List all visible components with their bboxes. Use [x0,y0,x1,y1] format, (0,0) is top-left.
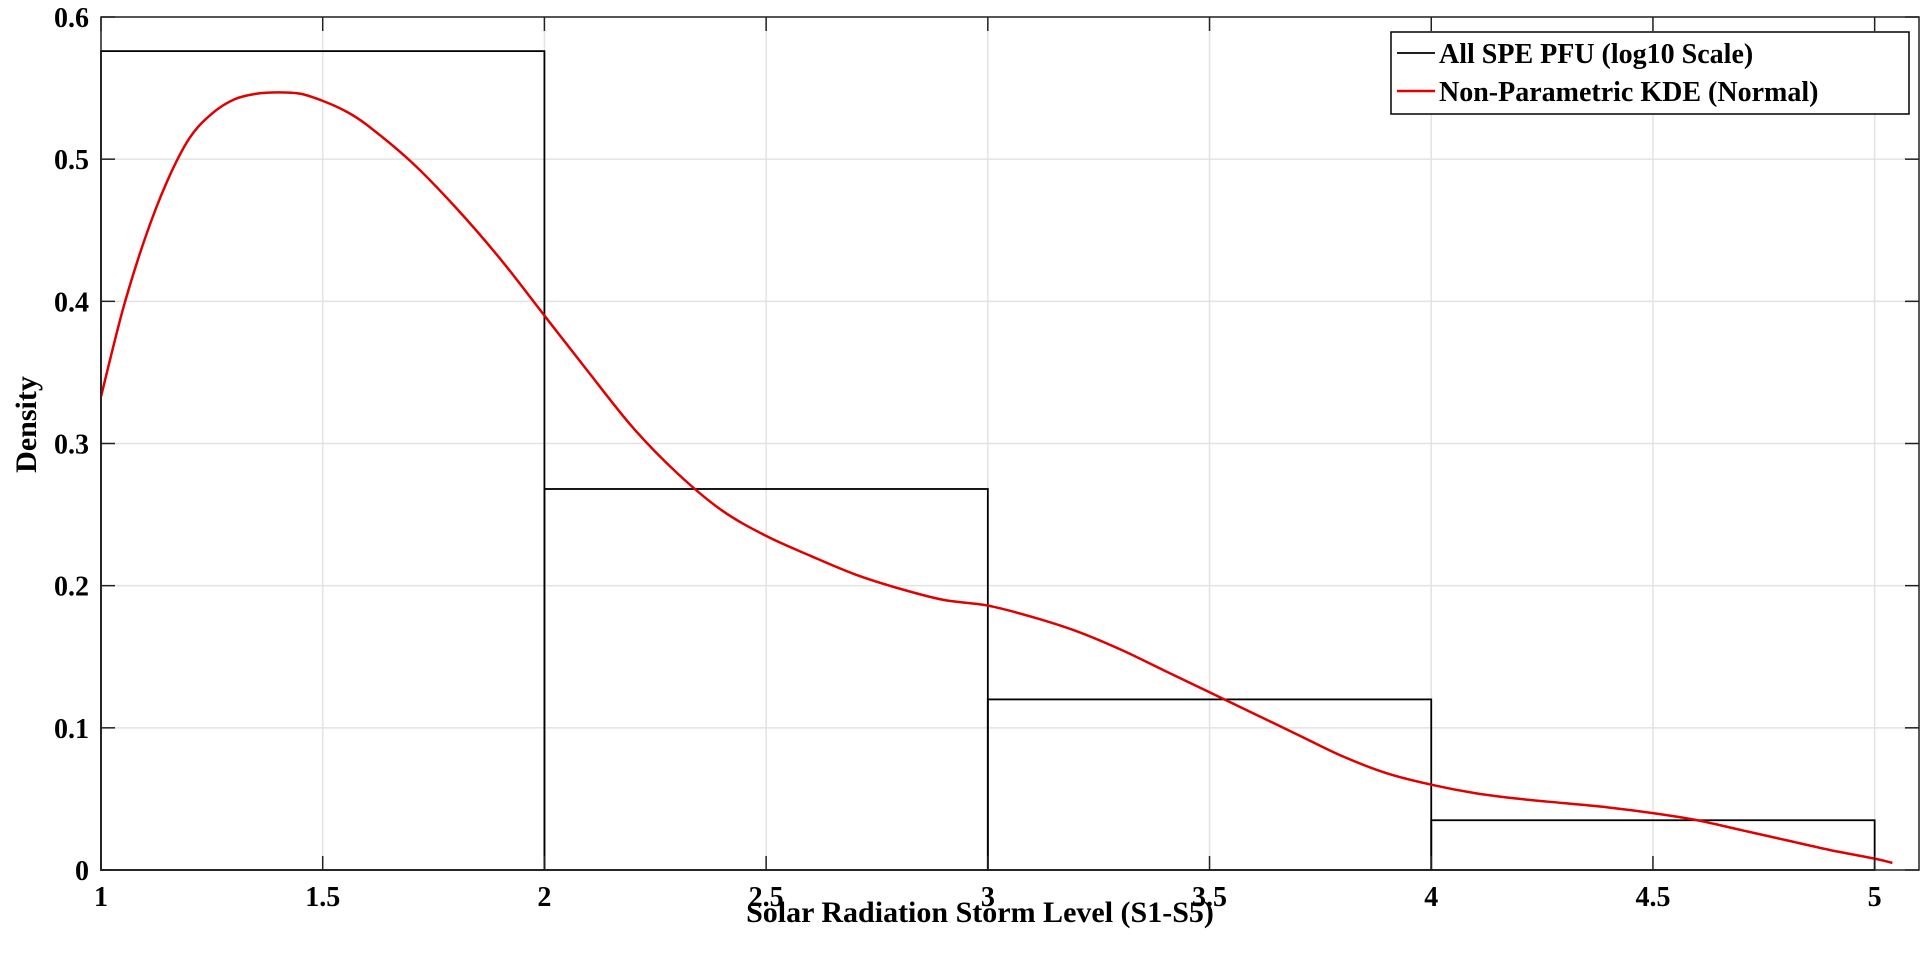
y-tick-labels: 0 0.1 0.2 0.3 0.4 0.5 0.6 [54,3,89,887]
y-tick-label-0: 0 [75,856,89,887]
y-tick-label-2: 0.2 [54,572,89,603]
x-tick-label-5: 3.5 [1192,882,1227,913]
y-axis-title: Density [10,376,43,473]
x-tick-label-4: 3 [981,882,995,913]
x-axis-title: Solar Radiation Storm Level (S1-S5) [746,896,1214,929]
x-tick-labels: 1 1.5 2 2.5 3 3.5 4 4.5 5 [94,882,1882,913]
grid-lines [100,16,1919,871]
y-tick-label-3: 0.3 [54,430,89,461]
legend-label-histogram: All SPE PFU (log10 Scale) [1439,39,1753,70]
y-tick-label-6: 0.6 [54,3,89,34]
y-tick-label-5: 0.5 [54,145,89,176]
x-tick-label-2: 2 [537,882,551,913]
x-tick-label-3: 2.5 [749,882,784,913]
x-tick-label-7: 4.5 [1635,882,1670,913]
x-tick-label-0: 1 [94,882,108,913]
y-tick-label-4: 0.4 [54,287,89,318]
legend-label-kde: Non-Parametric KDE (Normal) [1439,77,1818,108]
x-tick-label-1: 1.5 [305,882,340,913]
x-tick-label-8: 5 [1868,882,1882,913]
x-tick-label-6: 4 [1424,882,1438,913]
legend-box [1390,31,1910,115]
y-tick-label-1: 0.1 [54,714,89,745]
legend: All SPE PFU (log10 Scale) Non-Parametric… [1390,31,1910,115]
axis-ticks [100,16,1919,871]
kde-curve [99,91,1893,865]
